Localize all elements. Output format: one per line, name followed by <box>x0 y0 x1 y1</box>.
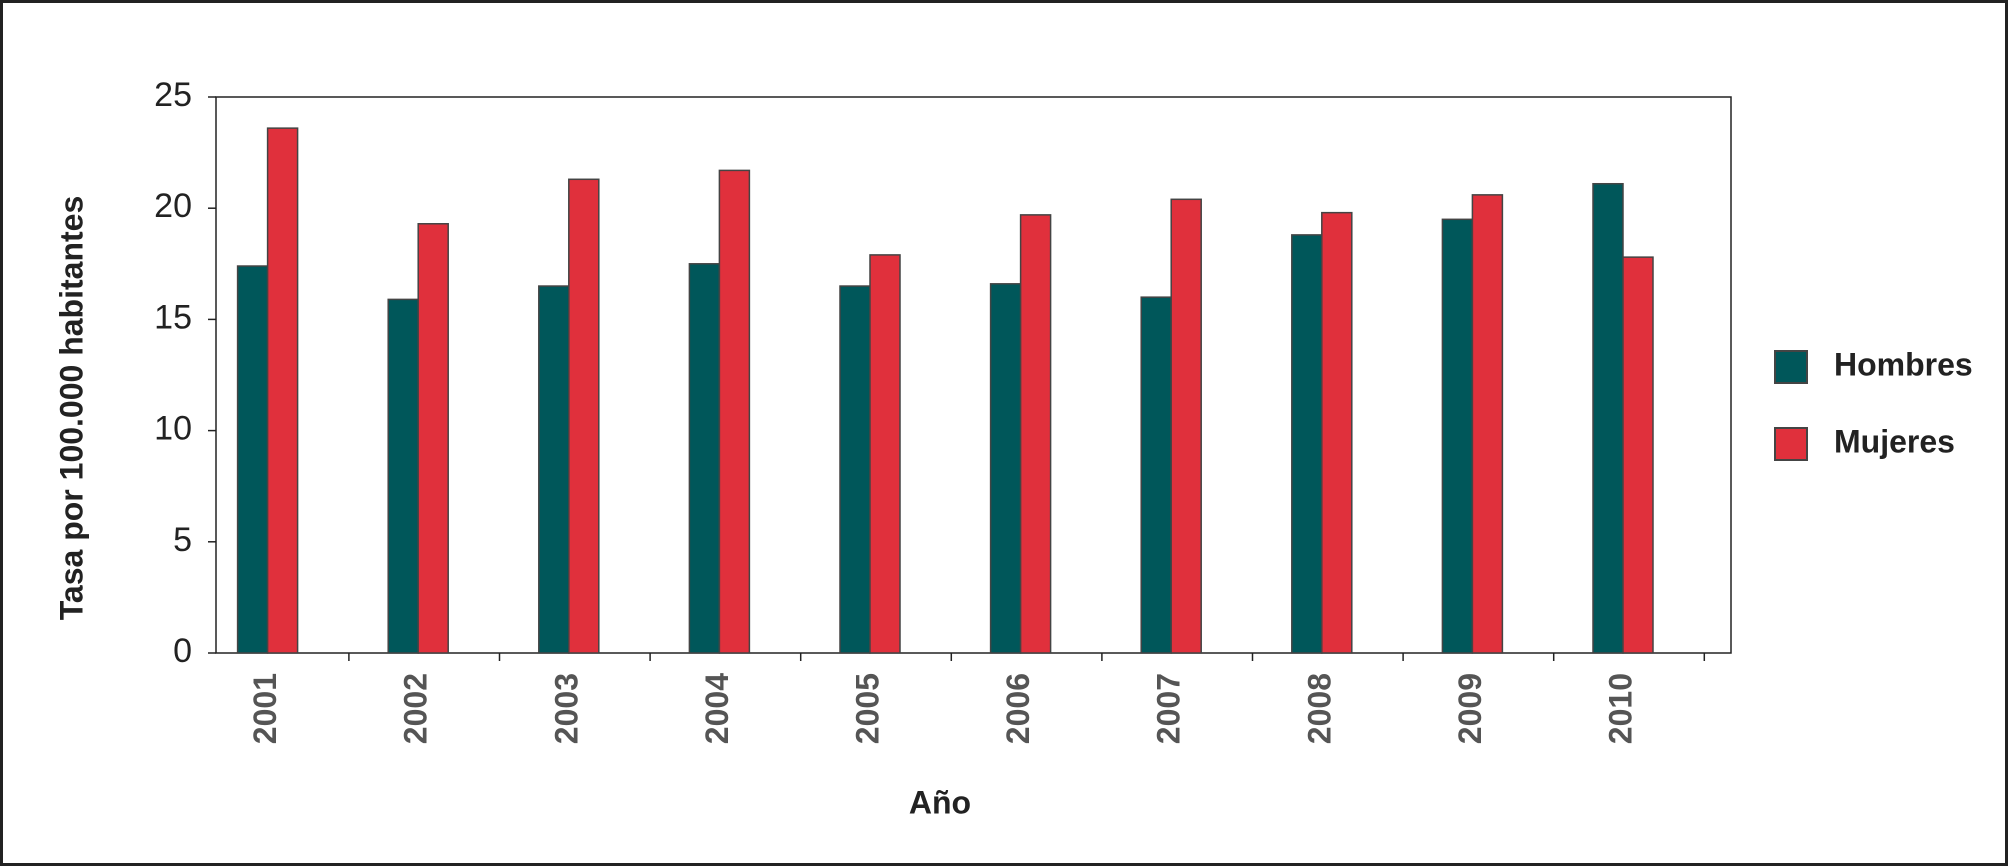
bar <box>387 298 419 654</box>
bar <box>1170 198 1202 654</box>
bar <box>1291 234 1323 654</box>
x-tick-label: 2004 <box>699 673 735 744</box>
y-tick-label: 0 <box>173 632 192 670</box>
bar <box>1592 182 1624 654</box>
bar <box>989 283 1022 654</box>
bar <box>1019 214 1052 654</box>
bar <box>568 178 600 654</box>
y-tick-label: 15 <box>154 298 192 336</box>
bar <box>1441 218 1474 654</box>
x-tick-label: 2002 <box>398 673 434 744</box>
legend-swatch <box>1774 350 1808 384</box>
bar <box>718 169 751 654</box>
x-tick-label: 2003 <box>548 673 584 744</box>
bar <box>839 285 871 654</box>
x-tick-label: 2008 <box>1301 673 1337 744</box>
legend-swatch <box>1774 427 1808 461</box>
bar <box>869 254 901 654</box>
plot-area <box>215 96 1732 654</box>
bar <box>236 265 269 654</box>
x-tick-label: 2009 <box>1452 673 1488 744</box>
bar <box>417 223 449 654</box>
y-tick-label: 25 <box>154 76 192 114</box>
legend-label: Mujeres <box>1834 423 1955 459</box>
x-tick-label: 2001 <box>247 673 283 744</box>
bar <box>266 127 299 654</box>
legend-label: Hombres <box>1834 346 1973 382</box>
bar <box>1140 296 1172 654</box>
bar <box>1321 211 1353 654</box>
y-tick-label: 20 <box>154 187 192 225</box>
bar <box>688 263 721 654</box>
x-tick-label: 2005 <box>849 673 885 744</box>
x-tick-label: 2006 <box>1000 673 1036 744</box>
y-axis-label: Tasa por 100.000 habitantes <box>53 196 89 620</box>
bar <box>538 285 570 654</box>
y-tick-label: 5 <box>173 521 192 559</box>
x-tick-label: 2007 <box>1151 673 1187 744</box>
y-tick-label: 10 <box>154 410 192 448</box>
bar <box>1622 256 1654 654</box>
x-tick-label: 2010 <box>1602 673 1638 744</box>
x-axis-label: Año <box>909 784 971 820</box>
bar <box>1471 194 1504 654</box>
